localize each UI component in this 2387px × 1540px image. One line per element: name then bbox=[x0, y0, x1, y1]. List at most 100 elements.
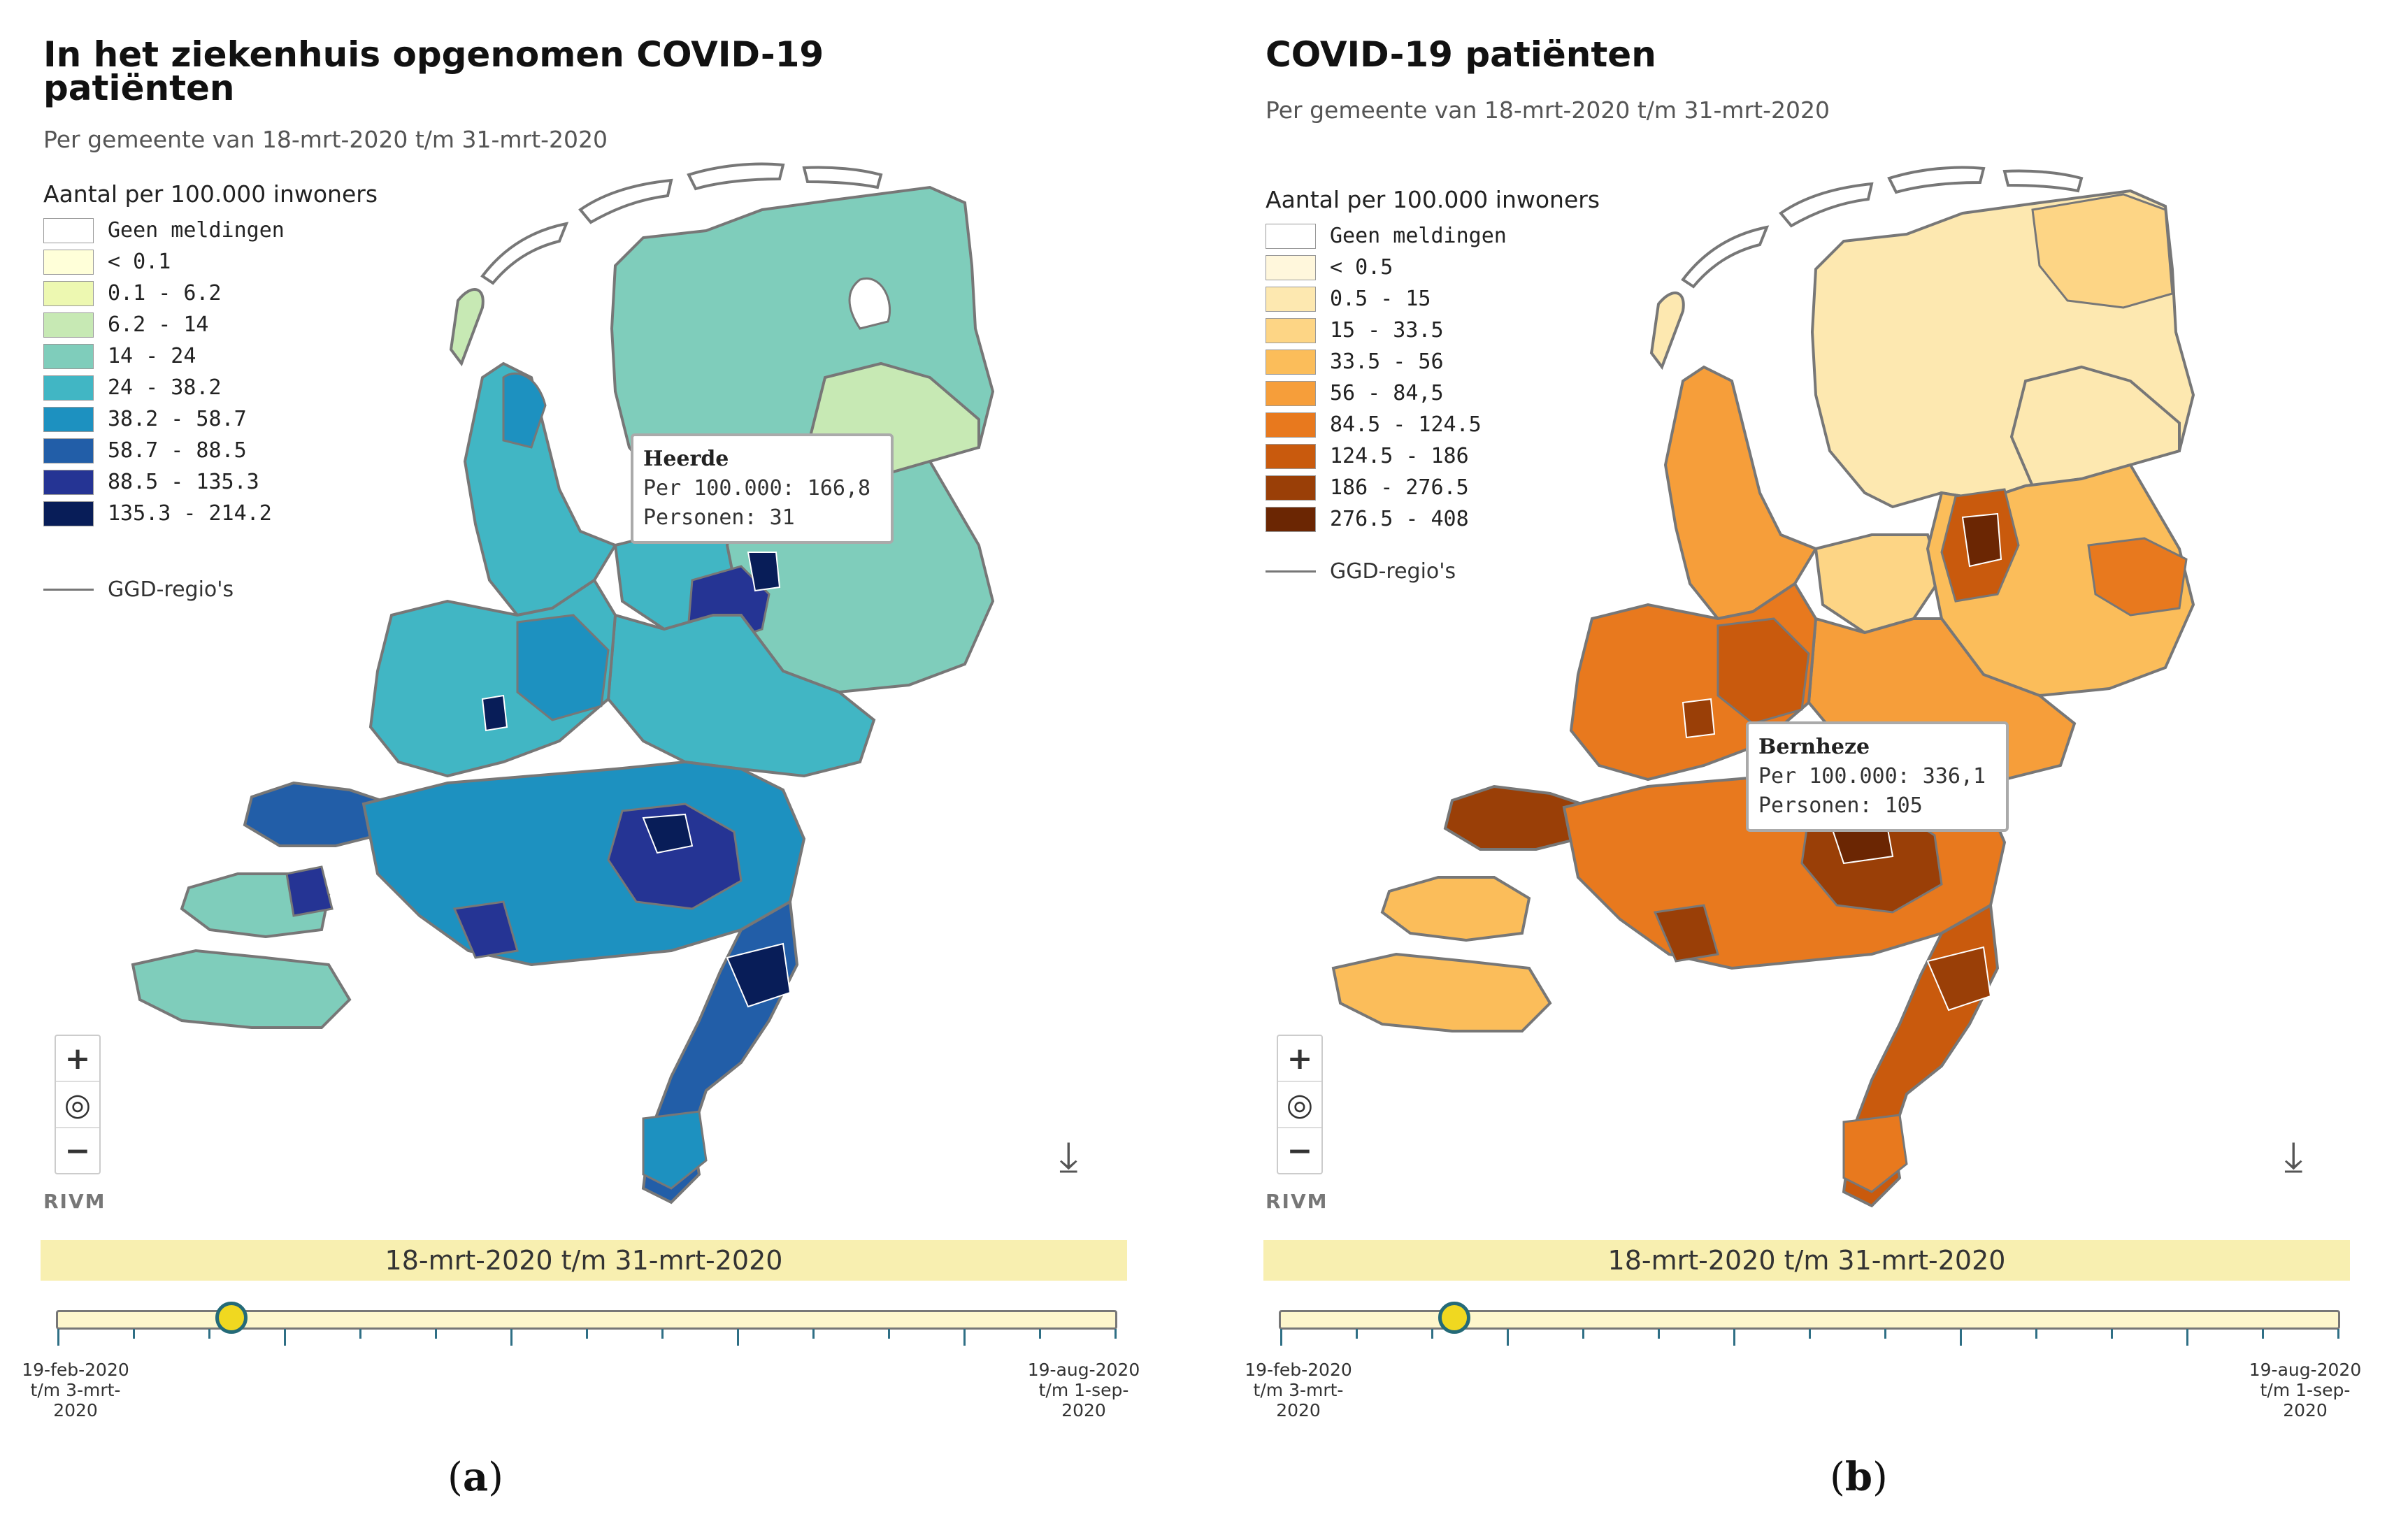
legend-label: 24 - 38.2 bbox=[108, 375, 222, 400]
map-region-texel[interactable] bbox=[1649, 292, 1685, 370]
map-region-wadden[interactable] bbox=[578, 178, 673, 224]
legend-item: < 0.5 bbox=[1266, 252, 1600, 283]
slider-handle[interactable] bbox=[215, 1302, 248, 1334]
map-region-brabant-west[interactable] bbox=[452, 900, 519, 959]
map-region-wadden[interactable] bbox=[1887, 166, 1986, 194]
slider-tick bbox=[284, 1329, 286, 1346]
slider-tick bbox=[359, 1329, 361, 1339]
legend-label: 14 - 24 bbox=[108, 344, 196, 368]
map-region-wadden[interactable] bbox=[2002, 169, 2084, 193]
legend-swatch bbox=[43, 501, 94, 526]
map-region-wadden[interactable] bbox=[1779, 182, 1874, 228]
map-region-zeeland-islet[interactable] bbox=[285, 865, 334, 917]
zoom-reset-button[interactable]: ◎ bbox=[1278, 1082, 1321, 1128]
map-region-hotspot[interactable] bbox=[1682, 698, 1716, 739]
legend-item: 84.5 - 124.5 bbox=[1266, 409, 1600, 440]
map-region-flevoland[interactable] bbox=[1814, 533, 1944, 635]
zoom-out-button[interactable]: − bbox=[64, 1132, 91, 1169]
slider-tick bbox=[888, 1329, 890, 1339]
slider-tick bbox=[661, 1329, 664, 1339]
slider-tick bbox=[1039, 1329, 1041, 1339]
map-region-zeeland[interactable] bbox=[1331, 952, 1552, 1032]
slider-handle[interactable] bbox=[1438, 1302, 1470, 1334]
panel-caption: (b) bbox=[1830, 1454, 1888, 1500]
time-slider-track[interactable] bbox=[56, 1302, 1117, 1346]
download-icon[interactable]: ⤓ bbox=[2284, 1132, 2303, 1181]
legend-label: 88.5 - 135.3 bbox=[108, 470, 259, 494]
map-region-noord-holland[interactable] bbox=[1663, 365, 1818, 621]
legend-label: < 0.1 bbox=[108, 250, 171, 274]
ggd-region-legend: GGD-regio's bbox=[43, 577, 234, 602]
panel-caption: (a) bbox=[447, 1454, 504, 1500]
slider-tick bbox=[2262, 1329, 2264, 1339]
legend-item: 15 - 33.5 bbox=[1266, 315, 1600, 346]
netherlands-map[interactable] bbox=[1194, 0, 2387, 1230]
legend-item: 186 - 276.5 bbox=[1266, 472, 1600, 503]
source-label: RIVM bbox=[43, 1190, 106, 1213]
map-region-utrecht[interactable] bbox=[1716, 617, 1810, 725]
map-region-wadden[interactable] bbox=[1681, 225, 1770, 289]
zoom-in-button[interactable]: + bbox=[56, 1036, 99, 1082]
map-subtitle: Per gemeente van 18-mrt-2020 t/m 31-mrt-… bbox=[43, 126, 608, 153]
slider-tick bbox=[812, 1329, 815, 1339]
map-region-wadden[interactable] bbox=[687, 162, 785, 191]
ggd-line-symbol bbox=[43, 589, 94, 591]
legend-swatch bbox=[1266, 286, 1316, 312]
map-region-limburg-core[interactable] bbox=[1926, 946, 1992, 1012]
legend-swatch bbox=[1266, 317, 1316, 343]
map-region-drenthe[interactable] bbox=[2009, 365, 2181, 488]
legend-item: 0.1 - 6.2 bbox=[43, 278, 378, 309]
legend-label: 38.2 - 58.7 bbox=[108, 407, 247, 431]
map-region-brabant-core[interactable] bbox=[642, 813, 694, 854]
legend-swatch bbox=[43, 280, 94, 306]
map-region-limburg-core[interactable] bbox=[726, 942, 791, 1008]
map-region-zeeland[interactable] bbox=[1380, 876, 1531, 942]
netherlands-map[interactable] bbox=[0, 0, 1194, 1230]
map-region-zeeland[interactable] bbox=[131, 949, 352, 1029]
map-subtitle: Per gemeente van 18-mrt-2020 t/m 31-mrt-… bbox=[1266, 96, 1830, 124]
slider-tick bbox=[1884, 1329, 1886, 1339]
slider-tick bbox=[435, 1329, 437, 1339]
legend-label: 58.7 - 88.5 bbox=[108, 438, 247, 463]
map-region-salland-core[interactable] bbox=[1961, 512, 2002, 568]
map-region-brabant-west[interactable] bbox=[1653, 904, 1719, 963]
map-region-overijssel-east[interactable] bbox=[2087, 537, 2188, 617]
slider-tick bbox=[1582, 1329, 1584, 1339]
slider-tick bbox=[2186, 1329, 2188, 1346]
legend-item: 6.2 - 14 bbox=[43, 309, 378, 340]
zoom-reset-button[interactable]: ◎ bbox=[56, 1082, 99, 1128]
time-slider-track[interactable] bbox=[1279, 1302, 2340, 1346]
download-icon[interactable]: ⤓ bbox=[1059, 1132, 1078, 1181]
legend-title: Aantal per 100.000 inwoners bbox=[1266, 186, 1600, 213]
slider-tick bbox=[1507, 1329, 1509, 1346]
zoom-in-button[interactable]: + bbox=[1278, 1036, 1321, 1082]
slider-tick bbox=[57, 1329, 59, 1346]
map-region-texel[interactable] bbox=[449, 288, 485, 367]
map-region-heerde-core[interactable] bbox=[747, 552, 781, 592]
map-region-groningen[interactable] bbox=[2031, 193, 2174, 309]
legend-swatch bbox=[43, 375, 94, 401]
map-region-groningen-hole[interactable] bbox=[848, 277, 891, 330]
slider-tick bbox=[1809, 1329, 1811, 1339]
map-region-wadden[interactable] bbox=[802, 166, 883, 189]
legend-label: 276.5 - 408 bbox=[1330, 507, 1469, 531]
map-region-hotspot[interactable] bbox=[481, 694, 508, 732]
map-region-utrecht[interactable] bbox=[516, 614, 610, 721]
legend-label: Geen meldingen bbox=[1330, 224, 1507, 248]
slider-tick bbox=[737, 1329, 739, 1346]
map-region-wadden[interactable] bbox=[480, 222, 569, 285]
tooltip-municipality: Bernheze bbox=[1758, 735, 1870, 759]
legend-item: 88.5 - 135.3 bbox=[43, 466, 378, 498]
zoom-out-button[interactable]: − bbox=[1286, 1132, 1313, 1169]
legend-label: 135.3 - 214.2 bbox=[108, 501, 272, 526]
legend-swatch bbox=[1266, 475, 1316, 501]
panel-a: In het ziekenhuis opgenomen COVID-19 pat… bbox=[0, 0, 1194, 1500]
map-region-limburg-south[interactable] bbox=[1842, 1114, 1908, 1193]
map-region-gelderland[interactable] bbox=[606, 613, 876, 778]
map-region-limburg-south[interactable] bbox=[642, 1110, 708, 1190]
legend-swatch bbox=[43, 438, 94, 463]
map-region-noord-holland-north[interactable] bbox=[502, 372, 547, 449]
map-tooltip: Heerde Per 100.000: 166,8 Personen: 31 bbox=[631, 433, 894, 544]
legend-swatch bbox=[43, 406, 94, 432]
map-region-brabant-hotspot[interactable] bbox=[607, 803, 743, 910]
